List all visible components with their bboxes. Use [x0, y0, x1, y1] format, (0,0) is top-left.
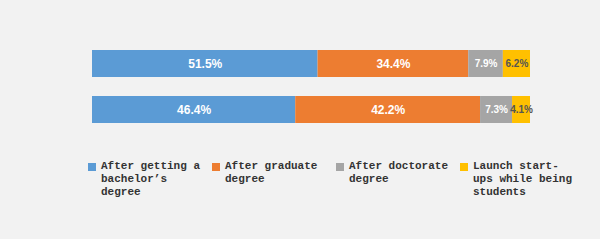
- svg-text:46.4%: 46.4%: [177, 103, 211, 117]
- svg-text:51.5%: 51.5%: [188, 57, 222, 71]
- html-text:After graduate degree: After graduate degree: [225, 160, 318, 185]
- html-text:After doctorate degree: After doctorate degree: [349, 160, 448, 185]
- svg-text:42.2%: 42.2%: [371, 103, 405, 117]
- svg-text:4.1%: 4.1%: [510, 104, 533, 115]
- svg-text:34.4%: 34.4%: [376, 57, 410, 71]
- svg-text:7.3%: 7.3%: [485, 104, 508, 115]
- svg-text:6.2%: 6.2%: [506, 58, 529, 69]
- svg-text:7.9%: 7.9%: [475, 58, 498, 69]
- html-text:Launch start-ups while being s: Launch start-ups while being students: [473, 160, 572, 198]
- html-text:After getting a bachelor’s deg: After getting a bachelor’s degree: [101, 160, 200, 198]
